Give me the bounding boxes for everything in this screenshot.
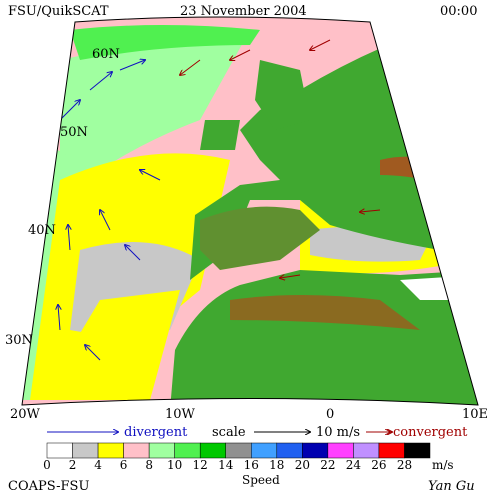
lon-label: 20W	[10, 407, 41, 422]
lat-label: 30N	[5, 333, 33, 348]
colorbar-box	[404, 442, 431, 459]
colorbar-label: 20	[295, 458, 310, 472]
colorbar-box	[97, 442, 124, 459]
date: 23 November 2004	[180, 4, 307, 19]
colorbar-box	[199, 442, 226, 459]
lon-label: 0	[326, 407, 334, 422]
lon-label: 10E	[462, 407, 488, 422]
colorbar: 0 2 4 6 8 10 12 14 16 18 20 22 24 26 28 m/s	[43, 442, 454, 472]
colorbar-label: 22	[320, 458, 335, 472]
credit: COAPS-FSU	[8, 479, 89, 494]
colorbar-unit: m/s	[432, 458, 454, 472]
colorbar-label: 10	[167, 458, 182, 472]
legend-divergent: divergent	[124, 425, 188, 440]
colorbar-label: 4	[94, 458, 102, 472]
legend-scale: scale	[212, 425, 246, 440]
map	[22, 17, 478, 405]
colorbar-label: 6	[120, 458, 128, 472]
colorbar-box	[251, 442, 278, 459]
colorbar-box	[148, 442, 175, 459]
colorbar-label: 18	[269, 458, 284, 472]
colorbar-box	[378, 442, 405, 459]
colorbar-label: 14	[218, 458, 234, 472]
colorbar-label: 2	[69, 458, 77, 472]
title: FSU/QuikSCAT	[8, 4, 109, 19]
colorbar-box	[302, 442, 329, 459]
legend-convergent: convergent	[393, 425, 468, 440]
colorbar-box	[123, 442, 150, 459]
lat-label: 50N	[60, 125, 88, 140]
colorbar-title: Speed	[242, 473, 280, 487]
colorbar-box	[46, 442, 73, 459]
colorbar-label: 26	[371, 458, 386, 472]
colorbar-box	[327, 442, 354, 459]
colorbar-box	[225, 442, 252, 459]
colorbar-box	[353, 442, 380, 459]
author: Yan Gu	[428, 479, 475, 494]
map-frame	[21, 16, 479, 406]
colorbar-label: 12	[193, 458, 208, 472]
colorbar-box	[276, 442, 303, 459]
lat-label: 60N	[92, 47, 120, 62]
legend-scale-value: 10 m/s	[316, 425, 360, 440]
colorbar-label: 16	[244, 458, 259, 472]
lat-label: 40N	[28, 223, 56, 238]
colorbar-label: 0	[43, 458, 51, 472]
colorbar-box	[72, 442, 99, 459]
colorbar-label: 28	[397, 458, 412, 472]
colorbar-label: 8	[145, 458, 153, 472]
time: 00:00	[440, 4, 477, 19]
lon-label: 10W	[165, 407, 196, 422]
colorbar-box	[174, 442, 201, 459]
colorbar-label: 24	[346, 458, 362, 472]
